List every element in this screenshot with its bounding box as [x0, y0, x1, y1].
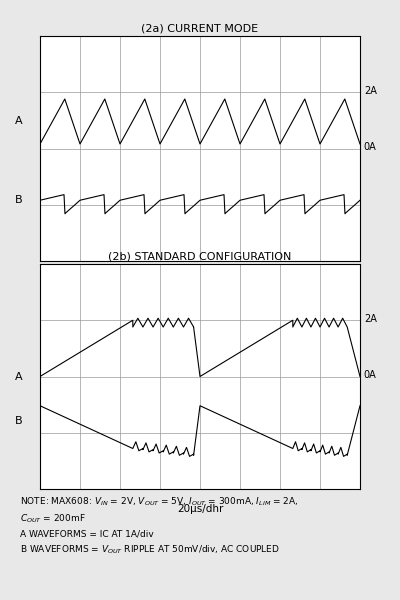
- Text: B: B: [15, 416, 22, 427]
- Text: 2A: 2A: [364, 314, 377, 324]
- Title: (2a) CURRENT MODE: (2a) CURRENT MODE: [142, 24, 258, 34]
- Text: 2A: 2A: [364, 86, 377, 96]
- Text: A: A: [15, 371, 22, 382]
- Title: (2b) STANDARD CONFIGURATION: (2b) STANDARD CONFIGURATION: [108, 252, 292, 262]
- Text: 0A: 0A: [364, 370, 376, 380]
- Text: 20μs/dhr: 20μs/dhr: [177, 275, 223, 286]
- Text: A: A: [15, 116, 22, 127]
- Text: 20μs/dhr: 20μs/dhr: [177, 503, 223, 514]
- Text: B: B: [15, 195, 22, 205]
- Text: 0A: 0A: [364, 142, 376, 152]
- Text: NOTE: MAX608: $V_{IN}$ = 2V, $V_{OUT}$ = 5V, $I_{OUT}$ = 300mA, $I_{LIM}$ = 2A,
: NOTE: MAX608: $V_{IN}$ = 2V, $V_{OUT}$ =…: [20, 495, 299, 557]
